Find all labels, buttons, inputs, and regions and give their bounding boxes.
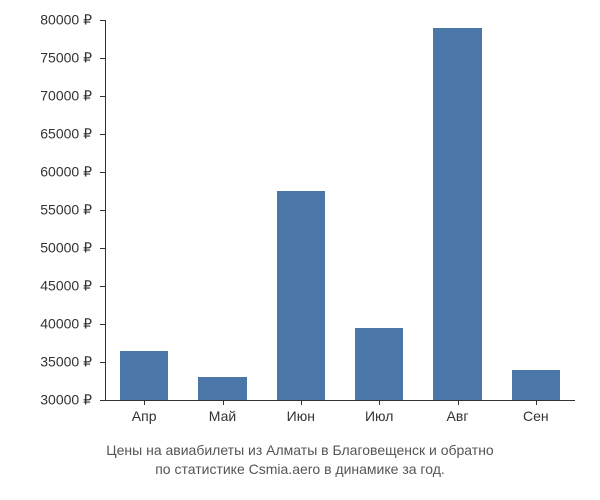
chart-container: 30000 ₽ 35000 ₽ 40000 ₽ 45000 ₽ 50000 ₽ 55000… bbox=[0, 0, 600, 500]
y-tick-mark bbox=[100, 96, 105, 97]
caption-line-2: по статистике Csmia.aero в динамике за г… bbox=[0, 460, 600, 480]
bar bbox=[433, 28, 482, 400]
x-tick-mark bbox=[301, 400, 302, 405]
x-tick-label: Авг bbox=[447, 408, 469, 424]
y-tick-mark bbox=[100, 134, 105, 135]
caption-line-1: Цены на авиабилеты из Алматы в Благовеще… bbox=[0, 441, 600, 461]
bar bbox=[355, 328, 404, 400]
y-tick-label: 35000 ₽ bbox=[40, 354, 92, 371]
bars-group bbox=[105, 20, 575, 400]
x-tick-label: Сен bbox=[523, 408, 549, 424]
y-tick-label: 75000 ₽ bbox=[40, 50, 92, 67]
y-tick-label: 80000 ₽ bbox=[40, 12, 92, 29]
x-tick-mark bbox=[144, 400, 145, 405]
bar bbox=[198, 377, 247, 400]
x-tick-mark bbox=[458, 400, 459, 405]
y-tick-mark bbox=[100, 172, 105, 173]
y-tick-label: 55000 ₽ bbox=[40, 202, 92, 219]
y-tick-label: 40000 ₽ bbox=[40, 316, 92, 333]
y-tick-label: 45000 ₽ bbox=[40, 278, 92, 295]
x-tick-label: Май bbox=[209, 408, 236, 424]
y-tick-mark bbox=[100, 210, 105, 211]
plot-area bbox=[105, 20, 575, 400]
x-tick-mark bbox=[536, 400, 537, 405]
x-tick-mark bbox=[379, 400, 380, 405]
bar bbox=[120, 351, 169, 400]
y-tick-mark bbox=[100, 400, 105, 401]
x-tick-label: Июл bbox=[365, 408, 393, 424]
bar bbox=[512, 370, 561, 400]
y-tick-mark bbox=[100, 20, 105, 21]
y-tick-mark bbox=[100, 286, 105, 287]
x-tick-label: Июн bbox=[287, 408, 315, 424]
x-tick-label: Апр bbox=[132, 408, 157, 424]
x-axis: Апр Май Июн Июл Авг Сен bbox=[105, 400, 575, 430]
y-tick-label: 65000 ₽ bbox=[40, 126, 92, 143]
y-tick-mark bbox=[100, 58, 105, 59]
y-tick-label: 70000 ₽ bbox=[40, 88, 92, 105]
y-tick-mark bbox=[100, 362, 105, 363]
bar bbox=[277, 191, 326, 400]
y-tick-label: 50000 ₽ bbox=[40, 240, 92, 257]
chart-caption: Цены на авиабилеты из Алматы в Благовеще… bbox=[0, 441, 600, 480]
y-tick-label: 60000 ₽ bbox=[40, 164, 92, 181]
y-tick-mark bbox=[100, 324, 105, 325]
y-tick-mark bbox=[100, 248, 105, 249]
y-axis: 30000 ₽35000 ₽40000 ₽45000 ₽50000 ₽55000… bbox=[0, 20, 100, 400]
x-tick-mark bbox=[223, 400, 224, 405]
y-tick-label: 30000 ₽ bbox=[40, 392, 92, 409]
